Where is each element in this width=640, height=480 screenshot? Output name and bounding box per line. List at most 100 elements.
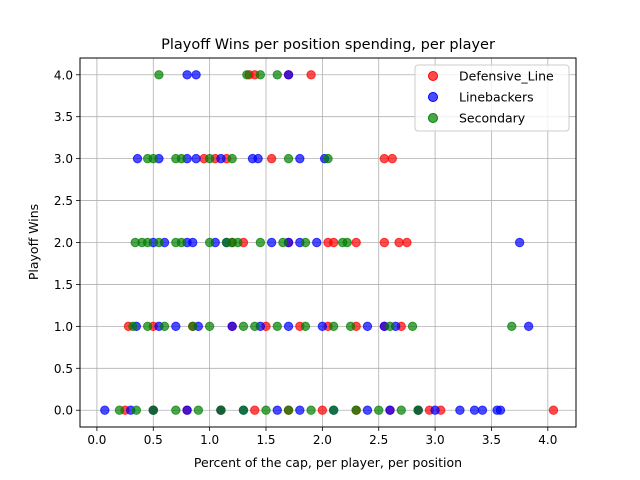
- data-point: [204, 237, 215, 248]
- data-point: [295, 405, 305, 415]
- data-point: [306, 70, 316, 80]
- data-point: [351, 405, 361, 415]
- data-point: [328, 321, 339, 332]
- data-point: [255, 237, 266, 248]
- y-tick-label: 3.5: [54, 110, 73, 124]
- data-point: [154, 237, 164, 248]
- y-tick-label: 0.5: [54, 362, 73, 376]
- data-point: [507, 321, 517, 332]
- data-point: [159, 321, 170, 332]
- legend-marker-secondary: [428, 113, 438, 123]
- x-tick-label: 0.0: [87, 433, 106, 447]
- data-point: [430, 405, 440, 415]
- y-tick-label: 0.0: [54, 404, 73, 418]
- data-point: [148, 405, 158, 415]
- data-point: [266, 237, 277, 248]
- data-point: [204, 321, 215, 332]
- data-point: [278, 237, 288, 248]
- data-point: [379, 153, 390, 164]
- x-tick-label: 3.5: [482, 433, 501, 447]
- data-point: [227, 153, 237, 164]
- data-point: [362, 405, 373, 415]
- data-point: [469, 405, 480, 415]
- data-point: [238, 321, 249, 332]
- data-points: [100, 70, 559, 415]
- y-axis-ticks: 0.0 0.5 1.0 1.5 2.0 2.5 3.0 3.5 4.0: [54, 68, 80, 418]
- data-point: [255, 70, 266, 80]
- y-axis-label: Playoff Wins: [26, 204, 41, 280]
- legend-marker-defensive-line: [428, 71, 438, 81]
- data-point: [317, 321, 328, 332]
- data-point: [300, 321, 311, 332]
- data-point: [148, 153, 158, 164]
- data-point: [250, 405, 260, 415]
- data-point: [238, 405, 249, 415]
- y-tick-label: 3.0: [54, 152, 73, 166]
- data-point: [266, 153, 277, 164]
- data-point: [283, 153, 294, 164]
- data-point: [328, 405, 339, 415]
- data-point: [342, 237, 352, 248]
- data-point: [272, 405, 282, 415]
- x-tick-label: 1.5: [256, 433, 275, 447]
- data-point: [216, 153, 226, 164]
- x-tick-label: 0.5: [144, 433, 163, 447]
- data-point: [132, 153, 143, 164]
- data-point: [477, 405, 488, 415]
- data-point: [548, 405, 559, 415]
- data-point: [154, 70, 164, 80]
- data-point: [514, 237, 525, 248]
- data-point: [300, 237, 311, 248]
- data-point: [295, 153, 305, 164]
- data-point: [362, 321, 373, 332]
- data-point: [114, 405, 125, 415]
- data-point: [328, 237, 339, 248]
- data-point: [385, 405, 395, 415]
- x-tick-label: 4.0: [538, 433, 557, 447]
- x-tick-label: 3.0: [426, 433, 445, 447]
- data-point: [374, 405, 384, 415]
- data-point: [188, 237, 198, 248]
- x-tick-label: 1.0: [200, 433, 219, 447]
- data-point: [345, 321, 356, 332]
- y-tick-label: 1.5: [54, 278, 73, 292]
- data-point: [495, 405, 506, 415]
- data-point: [100, 405, 110, 415]
- legend-label-secondary: Secondary: [459, 111, 526, 126]
- data-point: [182, 405, 192, 415]
- data-point: [455, 405, 465, 415]
- data-point: [323, 153, 333, 164]
- data-point: [171, 321, 181, 332]
- data-point: [176, 237, 187, 248]
- legend-box: [414, 64, 570, 132]
- data-point: [142, 237, 153, 248]
- y-tick-label: 4.0: [54, 68, 73, 82]
- data-point: [142, 321, 153, 332]
- data-point: [402, 237, 412, 248]
- data-point: [216, 405, 226, 415]
- data-point: [191, 153, 201, 164]
- data-point: [182, 70, 192, 80]
- data-point: [253, 153, 263, 164]
- data-point: [317, 405, 328, 415]
- data-point: [171, 405, 181, 415]
- data-point: [396, 405, 406, 415]
- legend: Defensive_Line Linebackers Secondary: [414, 64, 570, 132]
- legend-marker-linebackers: [428, 92, 438, 102]
- data-point: [204, 153, 215, 164]
- data-point: [379, 237, 390, 248]
- data-point: [242, 70, 252, 80]
- data-point: [261, 405, 271, 415]
- data-point: [283, 405, 294, 415]
- data-point: [176, 153, 187, 164]
- data-point: [413, 405, 423, 415]
- y-tick-label: 2.0: [54, 236, 73, 250]
- y-tick-label: 1.0: [54, 320, 73, 334]
- data-point: [233, 237, 243, 248]
- data-point: [191, 70, 201, 80]
- data-point: [312, 237, 322, 248]
- data-point: [227, 321, 237, 332]
- y-tick-label: 2.5: [54, 194, 73, 208]
- legend-label-defensive-line: Defensive_Line: [459, 69, 554, 84]
